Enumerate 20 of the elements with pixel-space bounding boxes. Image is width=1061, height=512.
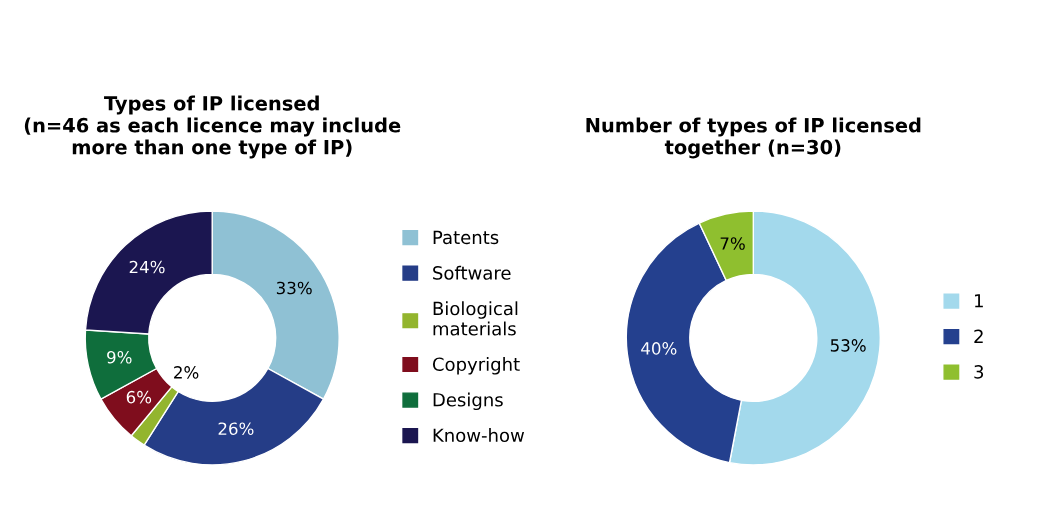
legend-label: Know-how (433, 428, 525, 443)
legend-label: Patents (433, 230, 499, 245)
legend-label: 3 (974, 365, 984, 379)
legend-label: Copyright (432, 357, 520, 375)
data-label: 26% (218, 422, 254, 435)
chart-title: Number of types of IP licensed together (n=30) (586, 117, 921, 159)
data-label: 9% (107, 350, 132, 364)
chart-title: Types of IP licensed (n=46 as each licence may include more than one type of IP) (24, 95, 401, 159)
legend-label: Biological materials (433, 301, 518, 336)
data-label: 33% (276, 281, 312, 295)
legend-label: Designs (433, 392, 503, 411)
data-label: 24% (129, 260, 165, 274)
legend-label: 2 (974, 329, 983, 343)
data-label: 40% (641, 342, 677, 355)
data-label: 6% (126, 390, 152, 404)
data-label: 53% (830, 339, 866, 352)
data-label: 7% (720, 237, 745, 250)
legend-label: 1 (975, 294, 983, 308)
legend-label: Software (433, 265, 511, 280)
data-label: 2% (174, 366, 199, 379)
